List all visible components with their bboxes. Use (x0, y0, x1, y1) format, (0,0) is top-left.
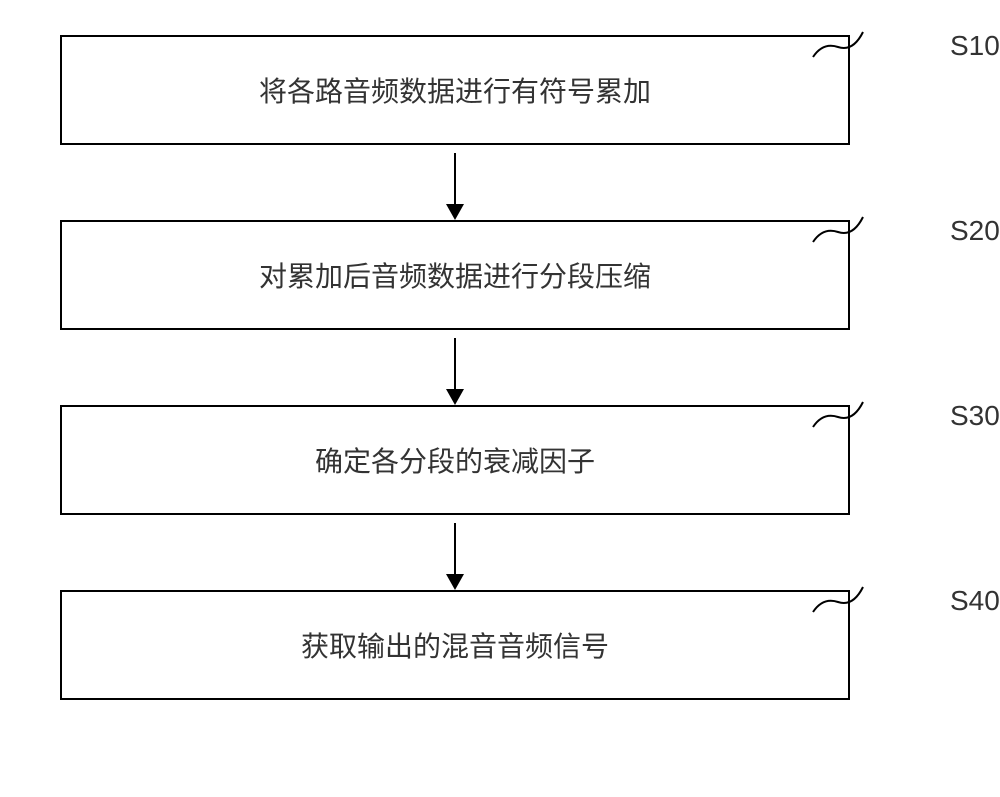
step-label-s40: S40 (950, 585, 1000, 617)
label-connector-s10 (808, 22, 908, 72)
arrow-s20-s30 (60, 330, 850, 405)
flowchart-container: 将各路音频数据进行有符号累加 S10 对累加后音频数据进行分段压缩 S20 确定… (60, 35, 940, 700)
arrow-s30-s40 (60, 515, 850, 590)
flow-box-s30: 确定各分段的衰减因子 (60, 405, 850, 515)
flow-box-s40: 获取输出的混音音频信号 (60, 590, 850, 700)
label-connector-s40 (808, 577, 908, 627)
curve-icon (808, 392, 868, 432)
flow-text-s40: 获取输出的混音音频信号 (301, 625, 609, 665)
curve-icon (808, 207, 868, 247)
flow-text-s10: 将各路音频数据进行有符号累加 (259, 70, 651, 110)
flow-box-s20: 对累加后音频数据进行分段压缩 (60, 220, 850, 330)
flow-text-s30: 确定各分段的衰减因子 (315, 440, 595, 480)
step-label-s30: S30 (950, 400, 1000, 432)
arrow-head-icon (446, 204, 464, 220)
curve-icon (808, 577, 868, 617)
curve-icon (808, 22, 868, 62)
step-label-s20: S20 (950, 215, 1000, 247)
flow-box-s10: 将各路音频数据进行有符号累加 (60, 35, 850, 145)
arrow-head-icon (446, 574, 464, 590)
label-connector-s20 (808, 207, 908, 257)
step-label-s10: S10 (950, 30, 1000, 62)
arrow-head-icon (446, 389, 464, 405)
flow-text-s20: 对累加后音频数据进行分段压缩 (259, 255, 651, 295)
arrow-s10-s20 (60, 145, 850, 220)
label-connector-s30 (808, 392, 908, 442)
